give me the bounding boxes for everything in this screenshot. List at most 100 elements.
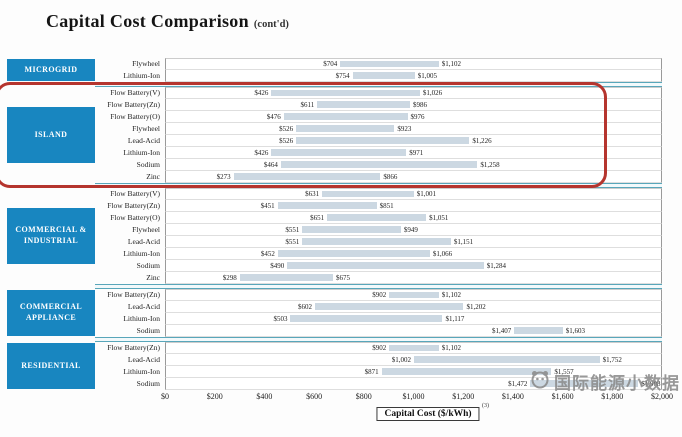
range-bar-wrap: $611 $986	[300, 101, 427, 109]
range-bar	[352, 72, 415, 79]
range-bar-wrap: $704 $1,102	[323, 60, 461, 68]
chart-row: Flywheel $526 $923	[95, 123, 662, 135]
row-plot: $526 $1,226	[165, 135, 662, 147]
range-bar	[322, 191, 414, 197]
row-plot: $602 $1,202	[165, 301, 662, 313]
page-title: Capital Cost Comparison (cont'd)	[0, 0, 682, 32]
bar-max-label: $675	[336, 273, 351, 282]
section-header: RESIDENTIAL	[7, 343, 95, 389]
range-bar	[271, 90, 420, 96]
bar-max-label: $976	[410, 112, 425, 121]
chart-row: Lithium-Ion $754 $1,005	[95, 70, 662, 82]
row-label: Sodium	[136, 160, 160, 169]
bar-min-label: $526	[279, 124, 294, 133]
chart-section: ISLAND Flow Battery(V) $426 $1,026 Flow Batt…	[7, 87, 662, 183]
range-bar-wrap: $526 $1,226	[279, 137, 492, 145]
range-bar	[233, 173, 381, 180]
chart-row: Lead-Acid $526 $1,226	[95, 135, 662, 147]
range-bar	[317, 101, 411, 108]
row-label: Lead-Acid	[127, 136, 160, 145]
range-bar	[302, 226, 401, 233]
x-axis-tick-label: $2,000	[651, 392, 673, 401]
row-label: Flywheel	[132, 124, 160, 133]
x-axis-spacer	[7, 391, 165, 403]
range-bar	[327, 214, 427, 221]
bar-max-label: $1,258	[480, 160, 500, 169]
bar-max-label: $1,066	[432, 249, 453, 258]
range-bar-wrap: $426 $1,026	[254, 89, 442, 97]
watermark-text: 国际能源小数据	[554, 374, 680, 393]
row-label: Sodium	[136, 326, 160, 335]
x-axis-tick-label: $400	[256, 392, 273, 401]
range-bar	[280, 161, 478, 168]
chart-row: Lead-Acid $602 $1,202	[95, 301, 662, 313]
row-label: Flow Battery(Zn)	[107, 343, 160, 352]
row-label: Flow Battery(Zn)	[107, 100, 160, 109]
section-header: ISLAND	[7, 107, 95, 163]
range-bar-wrap: $476 $976	[267, 113, 425, 121]
bar-max-label: $1,005	[417, 71, 437, 80]
row-label: Lithium-Ion	[123, 148, 160, 157]
section-rows: Flywheel $704 $1,102 Lithium-Ion $754 $1,005	[95, 58, 662, 82]
range-bar	[389, 345, 439, 351]
range-bar-wrap: $490 $1,284	[270, 262, 506, 270]
bar-min-label: $704	[323, 60, 338, 68]
section-header: COMMERCIAL & INDUSTRIAL	[7, 208, 95, 264]
range-bar-wrap: $273 $866	[217, 173, 398, 181]
x-axis-ticks: $0 $200 $400 $600 $800 $1,000 $1,200 $1,400 $1,6…	[161, 391, 673, 403]
row-label: Flow Battery(Zn)	[107, 201, 160, 210]
row-label: Lithium-Ion	[123, 367, 160, 376]
range-bar-wrap: $902 $1,102	[372, 344, 461, 352]
bar-min-label: $651	[310, 213, 325, 222]
chart-row: Flow Battery(O) $476 $976	[95, 111, 662, 123]
x-axis: $0 $200 $400 $600 $800 $1,000 $1,200 $1,400 $1,6…	[7, 391, 673, 403]
x-axis-tick-label: $200	[206, 392, 223, 401]
chart-title-suffix: (cont'd)	[253, 19, 289, 30]
bar-min-label: $426	[254, 148, 269, 157]
chart-row: Lead-Acid $1,002 $1,752	[95, 354, 662, 366]
row-plot: $704 $1,102	[165, 58, 662, 70]
x-axis-tick-label: $1,400	[501, 392, 524, 401]
row-plot: $551 $1,151	[165, 236, 662, 248]
bar-max-label: $1,557	[554, 367, 574, 376]
range-bar-wrap: $631 $1,001	[305, 190, 436, 198]
range-bar-wrap: $1,472 $1,908	[508, 380, 660, 388]
bar-min-label: $902	[372, 344, 387, 352]
range-bar	[314, 303, 464, 310]
bar-min-label: $551	[285, 225, 300, 234]
row-label: Sodium	[136, 379, 160, 388]
row-label: Lead-Acid	[127, 355, 160, 364]
range-bar	[530, 380, 639, 387]
bar-max-label: $851	[379, 201, 394, 210]
section-sidebar: COMMERCIAL APPLIANCE	[7, 289, 95, 337]
section-sidebar: MICROGRID	[7, 58, 95, 82]
range-bar-wrap: $871 $1,557	[365, 368, 574, 376]
row-plot: $452 $1,066	[165, 248, 662, 260]
range-bar-wrap: $551 $949	[285, 226, 418, 234]
chart-sections: MICROGRID Flywheel $704 $1,102 Lithium-Ion $7…	[7, 58, 662, 390]
range-bar-wrap: $1,407 $1,603	[492, 327, 585, 335]
x-axis-footnote-marker: (3)	[482, 403, 489, 409]
bar-min-label: $464	[263, 160, 278, 169]
range-bar-wrap: $1,002 $1,752	[392, 356, 622, 364]
bar-max-label: $1,051	[429, 213, 449, 222]
range-bar	[290, 315, 443, 322]
row-label: Flow Battery(Zn)	[107, 290, 160, 299]
x-axis-tick-label: $800	[355, 392, 372, 401]
chart-row: Flow Battery(Zn) $611 $986	[95, 99, 662, 111]
row-plot: $426 $1,026	[165, 87, 662, 99]
x-axis-tick-label: $1,600	[551, 392, 574, 401]
range-bar-wrap: $426 $971	[254, 149, 423, 157]
row-label: Flywheel	[132, 59, 160, 68]
bar-max-label: $1,102	[441, 344, 461, 352]
row-plot: $526 $923	[165, 123, 662, 135]
section-sidebar: ISLAND	[7, 87, 95, 183]
bar-max-label: $1,603	[565, 326, 585, 335]
bar-max-label: $971	[409, 148, 424, 157]
bar-min-label: $871	[364, 367, 379, 376]
bar-max-label: $1,752	[602, 355, 622, 364]
bar-max-label: $1,202	[466, 302, 486, 311]
range-bar	[381, 368, 552, 375]
chart-row: Flow Battery(V) $631 $1,001	[95, 188, 662, 200]
range-bar	[413, 356, 600, 363]
